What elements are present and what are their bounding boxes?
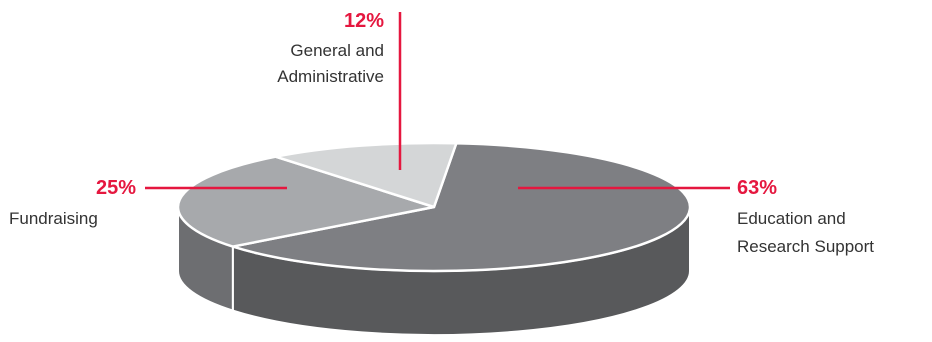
slice-label-fundraising: Fundraising	[9, 209, 98, 228]
pie-top	[176, 141, 692, 273]
slice-pct-general-admin: 12%	[344, 10, 384, 32]
leader-lines	[145, 12, 730, 190]
slice-pct-education: 63%	[737, 177, 777, 199]
slice-pct-fundraising: 25%	[96, 177, 136, 199]
slice-label-education-line2: Research Support	[737, 237, 874, 256]
slice-label-general-admin-line1: General and	[290, 41, 384, 60]
pie-slice-fundraising	[176, 155, 436, 248]
pie-slice-education	[231, 141, 692, 273]
slice-label-general-admin-line2: Administrative	[277, 67, 384, 86]
slice-label-education-line1: Education and	[737, 209, 846, 228]
pie-slice-general-admin	[274, 141, 458, 209]
